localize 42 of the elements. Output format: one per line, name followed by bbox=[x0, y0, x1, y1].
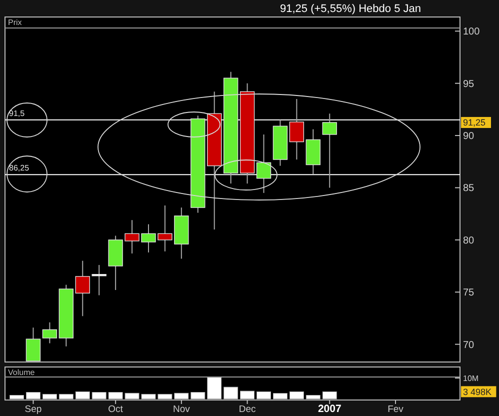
bar bbox=[224, 386, 238, 400]
y-tick-label: 85 bbox=[463, 183, 475, 194]
bar bbox=[289, 391, 304, 400]
annotation: 91,25 bbox=[463, 118, 486, 128]
bar bbox=[306, 394, 320, 400]
chart-title: 91,25 (+5,55%) bbox=[280, 3, 356, 15]
y-tick-label: 80 bbox=[463, 235, 475, 246]
bar bbox=[272, 393, 288, 400]
chart-subtitle: Hebdo 5 Jan bbox=[358, 3, 421, 15]
candlestick bbox=[322, 113, 337, 188]
bar bbox=[75, 391, 90, 400]
bar bbox=[10, 394, 24, 400]
y-axis-title: Prix bbox=[8, 18, 22, 27]
annotation: 3 498K bbox=[463, 386, 492, 397]
x-tick-label: Nov bbox=[172, 404, 190, 415]
y-tick-label: 10M bbox=[463, 374, 479, 383]
x-tick-label: Sep bbox=[24, 404, 42, 415]
y-tick-label: 75 bbox=[463, 288, 475, 299]
candlestick bbox=[92, 264, 106, 296]
ref-line-label: 91,5 bbox=[9, 108, 26, 118]
candlestick bbox=[26, 327, 41, 362]
y-tick-label: 95 bbox=[463, 78, 475, 90]
bar bbox=[240, 390, 255, 400]
y-axis-title: Volume bbox=[8, 368, 36, 377]
candlestick bbox=[42, 322, 58, 344]
bar bbox=[190, 392, 206, 400]
bar bbox=[322, 391, 337, 400]
bar bbox=[58, 394, 74, 400]
y-tick-label: 90 bbox=[463, 131, 475, 142]
x-tick-label: Fev bbox=[388, 404, 404, 415]
y-tick-label: 70 bbox=[463, 340, 475, 351]
candlestick bbox=[289, 98, 304, 160]
x-tick-label: Oct bbox=[108, 404, 124, 415]
bar bbox=[256, 391, 272, 400]
candlestick bbox=[256, 134, 272, 194]
y-tick-label: 100 bbox=[463, 26, 480, 38]
candlestick bbox=[75, 260, 90, 317]
bar bbox=[26, 392, 40, 400]
bar bbox=[42, 394, 57, 400]
x-tick-label: 2007 bbox=[318, 403, 342, 415]
ref-line-label: 86,25 bbox=[9, 164, 30, 173]
x-tick-label: Dec bbox=[238, 404, 256, 415]
